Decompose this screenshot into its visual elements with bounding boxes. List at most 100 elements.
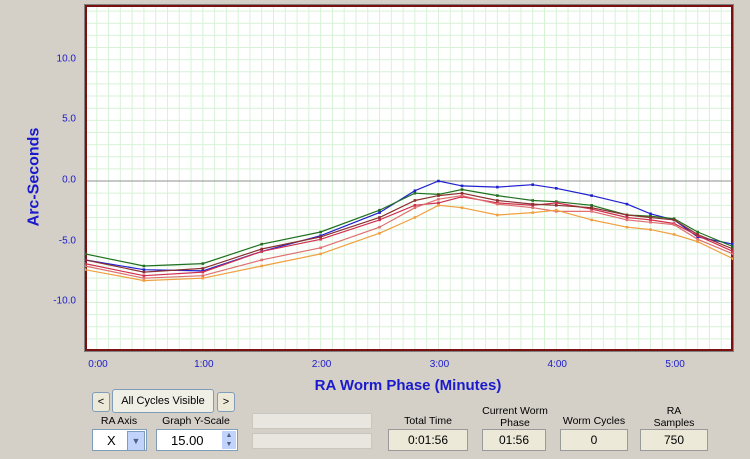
- y-scale-value: 15.00: [171, 432, 204, 448]
- x-tick-label: 5:00: [665, 359, 685, 370]
- series-6-point: [696, 240, 699, 244]
- series-5-point: [83, 258, 87, 262]
- prev-cycle-button[interactable]: <: [92, 392, 110, 412]
- series-4-point: [437, 197, 440, 201]
- series-6-point: [649, 228, 652, 231]
- series-5-point: [649, 216, 652, 219]
- series-1-point: [731, 242, 735, 246]
- series-6-point: [496, 213, 499, 217]
- x-tick-label: 3:00: [429, 359, 450, 370]
- series-3-point: [649, 218, 652, 222]
- series-6-point: [142, 279, 146, 282]
- series-1-point: [413, 189, 417, 193]
- series-3-point: [378, 218, 381, 222]
- worm-phase-label: Current Worm Phase: [482, 405, 548, 429]
- series-3-point: [319, 238, 322, 241]
- series-1-point: [437, 179, 440, 183]
- ra-samples-label: RA Samples: [653, 405, 695, 429]
- plot-frame: [85, 5, 733, 351]
- status-blank-1: [252, 413, 372, 429]
- stepper-down-icon[interactable]: ▼: [222, 440, 236, 449]
- series-6-point: [413, 216, 417, 219]
- all-cycles-button[interactable]: All Cycles Visible: [112, 389, 214, 413]
- series-2-point: [696, 230, 699, 234]
- series-1-point: [625, 202, 629, 206]
- total-time-label: Total Time: [404, 415, 452, 427]
- series-3-point: [731, 250, 735, 253]
- series-2-point: [590, 204, 593, 207]
- series-2-point: [413, 191, 417, 195]
- series-2-point: [460, 188, 464, 191]
- series-5-point: [260, 247, 264, 251]
- status-blank-2: [252, 433, 372, 449]
- series-6-point: [554, 208, 558, 212]
- series-3-point: [413, 204, 417, 207]
- series-2-point: [260, 242, 264, 246]
- left-border: [0, 0, 22, 459]
- series-5-point: [731, 247, 735, 251]
- series-3-point: [83, 262, 87, 265]
- series-5-point: [413, 199, 417, 202]
- series-line-2: [84, 188, 734, 267]
- series-6-point: [437, 204, 440, 207]
- series-1-point: [142, 268, 146, 271]
- worm-cycles-value: 0: [560, 429, 628, 451]
- series-line-6: [84, 204, 734, 282]
- y-scale-stepper[interactable]: 15.00 ▲ ▼: [156, 429, 238, 451]
- series-5-point: [554, 204, 558, 207]
- ra-axis-label: RA Axis: [100, 415, 138, 427]
- series-4-point: [260, 258, 264, 262]
- series-5-point: [672, 218, 676, 222]
- series-line-4: [84, 194, 734, 279]
- series-4-point: [649, 221, 652, 224]
- bottom-panel: 0:00 1:00 2:00 3:00 4:00 5:00 RA Worm Phase (…: [84, 355, 734, 459]
- stepper-up-icon[interactable]: ▲: [222, 431, 236, 440]
- y-tick-label: 5.0: [62, 113, 76, 125]
- series-2-point: [378, 208, 381, 212]
- series-1-point: [554, 187, 558, 190]
- plot-area: [83, 4, 735, 352]
- series-6-point: [531, 211, 535, 214]
- y-tick-label: -5.0: [58, 235, 76, 247]
- series-5-point: [496, 199, 499, 202]
- series-6-point: [460, 206, 464, 210]
- series-6-point: [83, 268, 87, 271]
- worm-phase-chart: [83, 5, 735, 352]
- worm-cycles-label: Worm Cycles: [562, 415, 626, 427]
- series-1-point: [496, 185, 499, 189]
- series-4-point: [590, 210, 593, 213]
- series-2-point: [731, 245, 735, 248]
- series-line-5: [84, 192, 734, 273]
- ra-samples-value: 750: [640, 429, 708, 451]
- chevron-down-icon[interactable]: ▼: [127, 431, 145, 451]
- series-4-point: [460, 194, 464, 197]
- series-4-point: [731, 252, 735, 256]
- series-4-point: [83, 264, 87, 268]
- series-6-point: [672, 233, 676, 236]
- series-2-point: [531, 199, 535, 202]
- series-3-point: [625, 216, 629, 219]
- series-2-point: [83, 252, 87, 256]
- series-1-point: [590, 194, 593, 197]
- series-5-point: [531, 202, 535, 206]
- series-2-point: [201, 262, 205, 265]
- series-4-point: [201, 274, 205, 278]
- series-2-point: [142, 264, 146, 268]
- y-tick-label: 0.0: [62, 174, 76, 186]
- series-4-point: [378, 225, 381, 229]
- series-4-point: [531, 206, 535, 210]
- total-time-value: 0:01:56: [388, 429, 468, 451]
- series-3-point: [554, 201, 558, 205]
- series-6-point: [590, 218, 593, 222]
- ra-axis-select[interactable]: X ▼: [92, 429, 147, 451]
- next-cycle-button[interactable]: >: [217, 392, 235, 412]
- series-4-point: [625, 218, 629, 222]
- series-5-point: [590, 206, 593, 210]
- series-5-point: [696, 233, 699, 236]
- series-4-point: [696, 238, 699, 241]
- series-5-point: [378, 216, 381, 219]
- series-6-point: [378, 231, 381, 235]
- series-3-point: [260, 250, 264, 253]
- series-4-point: [496, 202, 499, 206]
- y-scale-label: Graph Y-Scale: [162, 415, 230, 427]
